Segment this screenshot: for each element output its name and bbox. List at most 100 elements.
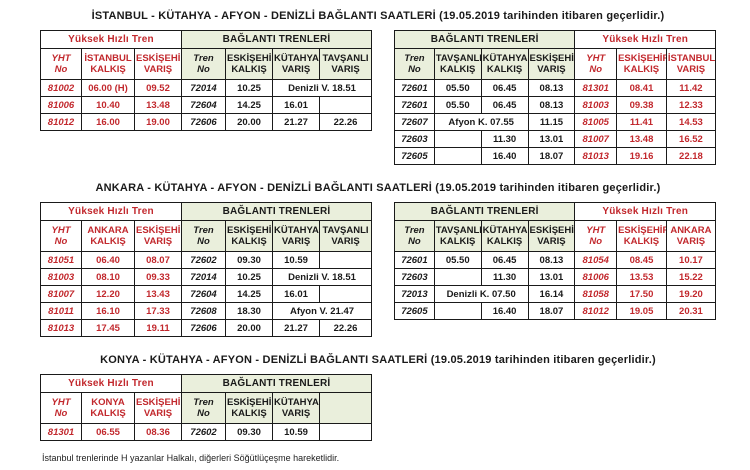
time-cell: Afyon K. 07.55	[433, 113, 529, 131]
train-number-cell: 81054	[574, 251, 618, 269]
time-cell: 16.01	[272, 285, 320, 303]
section-tables-istanbul: Yüksek Hızlı Tren BAĞLANTI TRENLERİ YHT No…	[39, 30, 717, 165]
timetable-row: 81006 10.40 13.48 72604 14.25 16.01	[39, 96, 372, 114]
group-header-yht: Yüksek Hızlı Tren	[40, 202, 182, 221]
time-cell: 12.20	[81, 285, 135, 303]
column-header: Tren No	[180, 220, 227, 252]
timetable-row: 81012 16.00 19.00 72606 20.00 21.27 22.26	[39, 113, 372, 131]
time-cell: 16.40	[480, 302, 529, 320]
timetable-row: 72603 11.30 13.01 81007 13.48 16.52	[394, 130, 717, 148]
train-number-cell: 72608	[180, 302, 227, 320]
timetable-row: 72605 16.40 18.07 81012 19.05 20.31	[394, 302, 717, 320]
time-cell: 13.01	[527, 268, 576, 286]
time-cell: 09.30	[225, 251, 273, 269]
timetable-ankara-outbound: Yüksek Hızlı Tren BAĞLANTI TRENLERİ YHT No…	[39, 202, 373, 337]
group-header-yht: Yüksek Hızlı Tren	[574, 30, 716, 49]
train-number-cell: 81013	[39, 319, 83, 337]
train-number-cell: 72607	[394, 113, 435, 131]
time-cell: 10.25	[225, 79, 273, 97]
time-cell	[433, 302, 482, 320]
train-number-cell: 72603	[394, 268, 435, 286]
column-header: İSTANBUL VARIŞ	[665, 48, 717, 80]
time-cell: 19.20	[665, 285, 717, 303]
group-header-row: BAĞLANTI TRENLERİ Yüksek Hızlı Tren	[393, 30, 716, 49]
train-number-cell: 72014	[180, 79, 227, 97]
timetable-row: 81007 12.20 13.43 72604 14.25 16.01	[39, 285, 372, 303]
time-cell: 12.33	[665, 96, 717, 114]
column-header: TAVŞANLI VARIŞ	[319, 220, 372, 252]
time-cell: Denizli V. 18.51	[272, 79, 372, 97]
train-number-cell: 81301	[574, 79, 618, 97]
train-number-cell: 81058	[574, 285, 618, 303]
column-header: YHT No	[39, 392, 83, 424]
column-header: ESKİŞEHİR VARIŞ	[527, 48, 576, 80]
section-title-konya: KONYA - KÜTAHYA - AFYON - DENİZLİ BAĞLAN…	[100, 354, 656, 366]
timetable-konya-outbound: Yüksek Hızlı Tren BAĞLANTI TRENLERİ YHT No…	[39, 374, 373, 441]
column-header: TAVŞANLI KALKIŞ	[433, 220, 482, 252]
group-header-row: BAĞLANTI TRENLERİ Yüksek Hızlı Tren	[393, 202, 716, 221]
column-header: ESKİŞEHİR VARIŞ	[133, 220, 182, 252]
group-header-baglanti: BAĞLANTI TRENLERİ	[393, 30, 576, 49]
column-header-row: Tren No TAVŞANLI KALKIŞ KÜTAHYA KALKIŞ ESKİ…	[394, 220, 717, 252]
train-number-cell: 81007	[39, 285, 83, 303]
time-cell: 08.45	[616, 251, 667, 269]
time-cell: 19.05	[616, 302, 667, 320]
time-cell: 13.43	[133, 285, 182, 303]
column-header: ESKİŞEHİR VARIŞ	[133, 392, 182, 424]
time-cell: 14.25	[225, 285, 273, 303]
time-cell: 19.16	[616, 147, 667, 165]
timetable-istanbul-return: BAĞLANTI TRENLERİ Yüksek Hızlı Tren Tren N…	[393, 30, 717, 165]
time-cell: Denizli K. 07.50	[433, 285, 529, 303]
group-header-yht: Yüksek Hızlı Tren	[40, 30, 182, 49]
column-header: YHT No	[39, 220, 83, 252]
time-cell: 14.53	[665, 113, 717, 131]
time-cell: 16.14	[527, 285, 576, 303]
column-header: ESKİŞEHİR KALKIŞ	[616, 48, 667, 80]
time-cell	[433, 130, 482, 148]
column-header: YHT No	[574, 220, 618, 252]
timetable-row: 72601 05.50 06.45 08.13 81054 08.45 10.17	[394, 251, 717, 269]
train-number-cell: 81003	[39, 268, 83, 286]
time-cell: 16.00	[81, 113, 135, 131]
column-header: ESKİŞEHİR VARIŞ	[527, 220, 576, 252]
time-cell: 17.50	[616, 285, 667, 303]
group-header-baglanti: BAĞLANTI TRENLERİ	[180, 202, 373, 221]
column-header-row: Tren No TAVŞANLI KALKIŞ KÜTAHYA KALKIŞ ESKİ…	[394, 48, 717, 80]
train-number-cell: 72602	[180, 423, 227, 441]
column-header: ESKİŞEHİR KALKIŞ	[225, 392, 273, 424]
timetable-row: 72605 16.40 18.07 81013 19.16 22.18	[394, 147, 717, 165]
section-ankara: ANKARA - KÜTAHYA - AFYON - DENİZLİ BAĞLA…	[39, 182, 717, 337]
column-header: ESKİŞEHİR KALKIŞ	[616, 220, 667, 252]
train-number-cell: 81012	[574, 302, 618, 320]
column-header: KONYA KALKIŞ	[81, 392, 135, 424]
time-cell: 13.53	[616, 268, 667, 286]
column-header: YHT No	[574, 48, 618, 80]
train-number-cell: 81003	[574, 96, 618, 114]
time-cell: 11.30	[480, 130, 529, 148]
time-cell: 09.33	[133, 268, 182, 286]
timetable-row: 81013 17.45 19.11 72606 20.00 21.27 22.26	[39, 319, 372, 337]
column-header: ESKİŞEHİR KALKIŞ	[225, 48, 273, 80]
column-header: İSTANBUL KALKIŞ	[81, 48, 135, 80]
column-header: ESKİŞEHİR KALKIŞ	[225, 220, 273, 252]
time-cell: 06.45	[480, 96, 529, 114]
train-number-cell: 72604	[180, 285, 227, 303]
train-number-cell: 81007	[574, 130, 618, 148]
timetable-row: 81051 06.40 08.07 72602 09.30 10.59	[39, 251, 372, 269]
time-cell: 16.52	[665, 130, 717, 148]
time-cell: 13.48	[616, 130, 667, 148]
train-number-cell: 81011	[39, 302, 83, 320]
column-header: ESKİŞEHİR VARIŞ	[133, 48, 182, 80]
train-number-cell: 72605	[394, 147, 435, 165]
column-header: YHT No	[39, 48, 83, 80]
section-title-istanbul: İSTANBUL - KÜTAHYA - AFYON - DENİZLİ BAĞ…	[91, 10, 665, 22]
time-cell: 05.50	[433, 79, 482, 97]
time-cell	[319, 285, 372, 303]
time-cell: 06.00 (H)	[81, 79, 135, 97]
section-konya: KONYA - KÜTAHYA - AFYON - DENİZLİ BAĞLAN…	[39, 354, 716, 441]
train-number-cell: 81005	[574, 113, 618, 131]
column-header: TAVŞANLI KALKIŞ	[433, 48, 482, 80]
train-number-cell: 72601	[394, 251, 435, 269]
time-cell: 17.33	[133, 302, 182, 320]
